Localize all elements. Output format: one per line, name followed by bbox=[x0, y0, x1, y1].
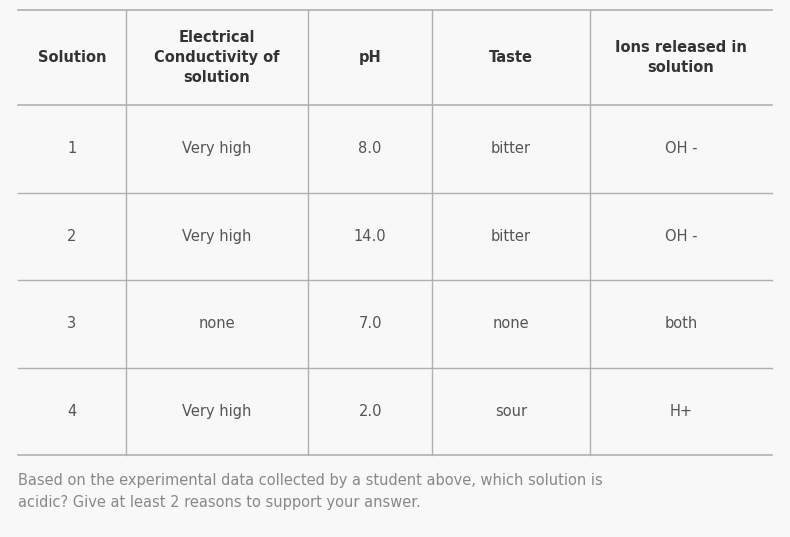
Text: bitter: bitter bbox=[491, 229, 531, 244]
Text: Based on the experimental data collected by a student above, which solution is
a: Based on the experimental data collected… bbox=[18, 473, 603, 510]
Text: Very high: Very high bbox=[182, 404, 251, 419]
Text: sour: sour bbox=[495, 404, 527, 419]
Text: 7.0: 7.0 bbox=[359, 316, 382, 331]
Text: H+: H+ bbox=[669, 404, 692, 419]
Text: Solution: Solution bbox=[38, 50, 106, 65]
Text: OH -: OH - bbox=[664, 141, 697, 156]
Text: 2.0: 2.0 bbox=[359, 404, 382, 419]
Text: OH -: OH - bbox=[664, 229, 697, 244]
Text: 1: 1 bbox=[67, 141, 77, 156]
Text: 2: 2 bbox=[67, 229, 77, 244]
Text: 8.0: 8.0 bbox=[359, 141, 382, 156]
Text: 14.0: 14.0 bbox=[354, 229, 386, 244]
Text: pH: pH bbox=[359, 50, 382, 65]
Text: bitter: bitter bbox=[491, 141, 531, 156]
Text: Ions released in
solution: Ions released in solution bbox=[615, 40, 747, 75]
Text: Taste: Taste bbox=[489, 50, 533, 65]
Text: Electrical
Conductivity of
solution: Electrical Conductivity of solution bbox=[154, 30, 280, 85]
Text: 4: 4 bbox=[67, 404, 77, 419]
Text: none: none bbox=[493, 316, 529, 331]
Text: Very high: Very high bbox=[182, 229, 251, 244]
Text: Very high: Very high bbox=[182, 141, 251, 156]
Text: none: none bbox=[198, 316, 235, 331]
Text: 3: 3 bbox=[67, 316, 77, 331]
Text: both: both bbox=[664, 316, 698, 331]
